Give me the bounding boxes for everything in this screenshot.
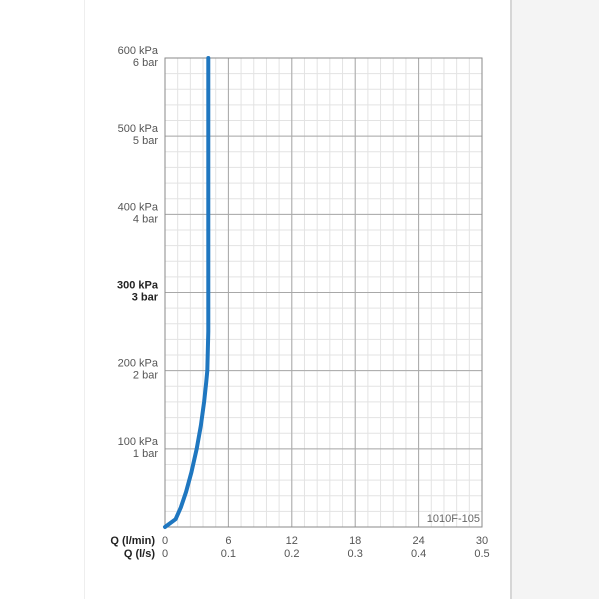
y-tick-label-kpa: 200 kPa (118, 358, 159, 370)
major-grid (165, 57, 482, 527)
x-tick-label-lmin: 30 (476, 535, 488, 547)
x-tick-label-ls: 0.3 (348, 548, 363, 560)
x-axis-label-lmin: Q (l/min) (110, 535, 155, 547)
y-tick-label-bar: 3 bar (132, 292, 159, 304)
x-tick-label-lmin: 6 (225, 535, 231, 547)
y-tick-label-kpa: 500 kPa (118, 123, 159, 135)
x-tick-label-lmin: 24 (412, 535, 424, 547)
y-tick-label-bar: 6 bar (133, 57, 158, 69)
chart-code-label: 1010F-105 (427, 513, 480, 525)
y-tick-label-kpa: 400 kPa (118, 201, 159, 213)
y-tick-label-kpa: 600 kPa (118, 45, 159, 57)
y-tick-label-bar: 5 bar (133, 135, 158, 147)
x-tick-label-ls: 0.2 (284, 548, 299, 560)
y-tick-label-kpa: 300 kPa (117, 280, 159, 292)
x-tick-label-lmin: 18 (349, 535, 361, 547)
y-tick-label-bar: 4 bar (133, 213, 158, 225)
x-tick-label-lmin: 0 (162, 535, 168, 547)
page-margin-strip (510, 0, 599, 599)
x-tick-labels: 0 6 12 18 24 30 0 0.1 0.2 0.3 0.4 0.5 (162, 535, 490, 560)
y-tick-label-bar: 2 bar (133, 370, 158, 382)
plot-frame (164, 57, 483, 528)
x-tick-label-ls: 0 (162, 548, 168, 560)
x-axis-label-ls: Q (l/s) (124, 548, 156, 560)
x-tick-label-ls: 0.4 (411, 548, 426, 560)
y-tick-label-bar: 1 bar (133, 448, 158, 460)
chart-page (84, 0, 511, 599)
x-tick-label-ls: 0.5 (474, 548, 489, 560)
y-tick-label-kpa: 100 kPa (118, 436, 159, 448)
series-line-flow-curve (163, 56, 211, 529)
x-tick-label-lmin: 12 (286, 535, 298, 547)
x-tick-label-ls: 0.1 (221, 548, 236, 560)
